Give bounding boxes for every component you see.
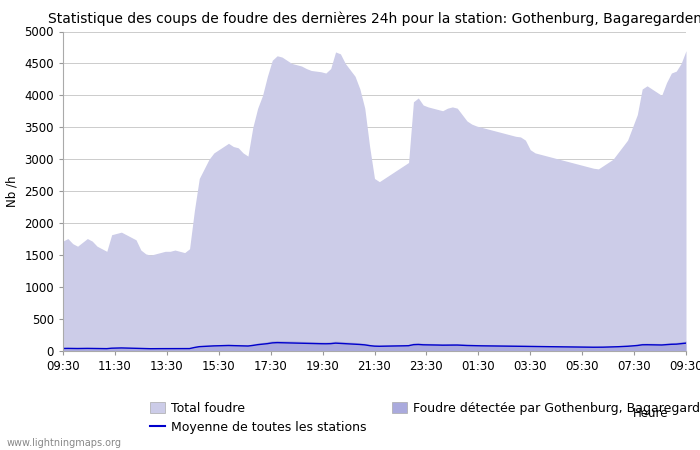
Legend: Total foudre, Moyenne de toutes les stations, Foudre détectée par Gothenburg, Ba: Total foudre, Moyenne de toutes les stat… [150, 402, 700, 434]
Text: www.lightningmaps.org: www.lightningmaps.org [7, 438, 122, 448]
Y-axis label: Nb /h: Nb /h [6, 176, 19, 207]
Title: Statistique des coups de foudre des dernières 24h pour la station: Gothenburg, B: Statistique des coups de foudre des dern… [48, 12, 700, 26]
Text: Heure: Heure [633, 407, 668, 420]
